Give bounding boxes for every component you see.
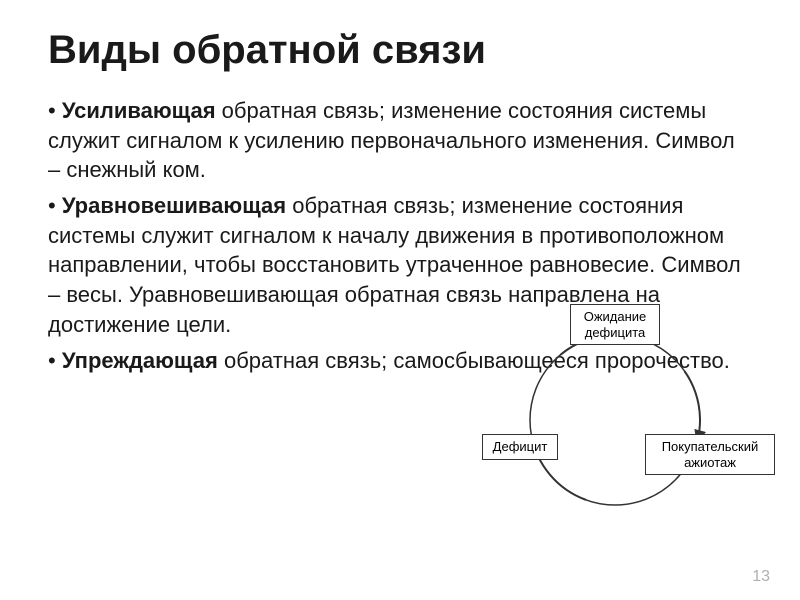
feedback-cycle-diagram: ОжиданиедефицитаПокупательскийажиотажДеф… — [460, 290, 770, 540]
page-number: 13 — [752, 568, 770, 586]
bullet-1: • Усиливающая обратная связь; изменение … — [48, 96, 752, 185]
slide-title: Виды обратной связи — [48, 28, 752, 72]
bullet-2-lead: Уравновешивающая — [62, 193, 286, 218]
diagram-node-n3: Дефицит — [482, 434, 558, 460]
diagram-node-n1: Ожиданиедефицита — [570, 304, 660, 345]
bullet-1-lead: Усиливающая — [62, 98, 216, 123]
bullet-3-lead: Упреждающая — [62, 348, 218, 373]
diagram-node-n2: Покупательскийажиотаж — [645, 434, 775, 475]
